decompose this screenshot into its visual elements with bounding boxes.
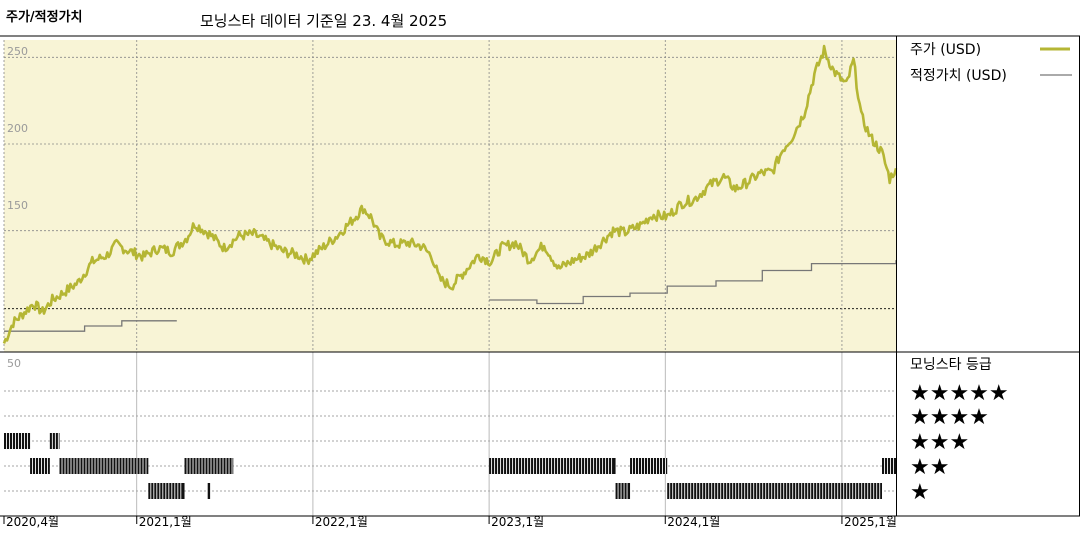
rating-bar-1-star (207, 483, 211, 499)
x-tick-label: 2024,1월 (667, 515, 720, 529)
y-tick-label: 150 (7, 199, 28, 212)
rating-legend: 모닝스타 등급 ★★★★★ ★★★★ ★★★ ★★ ★ (910, 357, 1009, 505)
x-tick-label: 2022,1월 (315, 515, 368, 529)
legend: 주가 (USD) 적정가치 (USD) (910, 42, 1072, 84)
data-date-subtitle: 모닝스타 데이터 기준일 23. 4월 2025 (200, 12, 448, 30)
price-y-axis: 250 200 150 (7, 45, 28, 212)
x-tick-label: 2020,4월 (6, 515, 59, 529)
rating-bars (4, 433, 896, 499)
legend-price-label: 주가 (USD) (910, 42, 981, 58)
x-tick-label: 2023,1월 (491, 515, 544, 529)
one-star-label: ★ (910, 480, 930, 505)
rating-bar-2-star (30, 458, 50, 474)
y-tick-label: 250 (7, 45, 28, 58)
rating-bar-1-star (148, 483, 185, 499)
rating-bar-block (489, 458, 616, 474)
rating-bar-block (630, 458, 668, 474)
fair-value-line (4, 320, 177, 332)
five-star-label: ★★★★★ (910, 381, 1009, 406)
rating-bar-2-star (489, 458, 616, 474)
price-line (2, 44, 898, 344)
rating-bar-block (148, 483, 185, 499)
x-tick-label: 2025,1월 (844, 515, 897, 529)
rating-bar-2-star (184, 458, 234, 474)
rating-bar-1-star (667, 483, 883, 499)
legend-fair-value-label: 적정가치 (USD) (910, 68, 1007, 84)
price-panel-background (4, 40, 896, 352)
rating-bar-3-star (4, 433, 31, 449)
price-grid (3, 40, 896, 352)
rating-bar-block (882, 458, 896, 474)
rating-bar-block (49, 433, 60, 449)
rating-bar-block (207, 483, 211, 499)
fair-value-line (489, 260, 897, 305)
rating-legend-title: 모닝스타 등급 (910, 357, 992, 373)
x-axis: 2020,4월 2021,1월 2022,1월 2023,1월 2024,1월 2025,… (3, 515, 897, 529)
rating-bar-block (184, 458, 234, 474)
rating-bar-block (4, 433, 31, 449)
rating-bar-3-star (49, 433, 60, 449)
y-tick-label: 200 (7, 122, 28, 135)
chart-frame (0, 35, 1080, 517)
page-title: 주가/적정가치 (6, 10, 83, 25)
rating-y-tick-label: 50 (7, 357, 21, 370)
rating-bar-2-star (882, 458, 896, 474)
rating-bar-2-star (59, 458, 149, 474)
rating-bar-2-star (630, 458, 668, 474)
rating-bar-block (615, 483, 631, 499)
rating-bar-1-star (615, 483, 631, 499)
price-series (2, 44, 898, 344)
four-star-label: ★★★★ (910, 405, 989, 430)
three-star-label: ★★★ (910, 430, 969, 455)
x-tick-label: 2021,1월 (139, 515, 192, 529)
fair-value-series (4, 260, 897, 332)
rating-bar-block (30, 458, 50, 474)
two-star-label: ★★ (910, 455, 949, 480)
